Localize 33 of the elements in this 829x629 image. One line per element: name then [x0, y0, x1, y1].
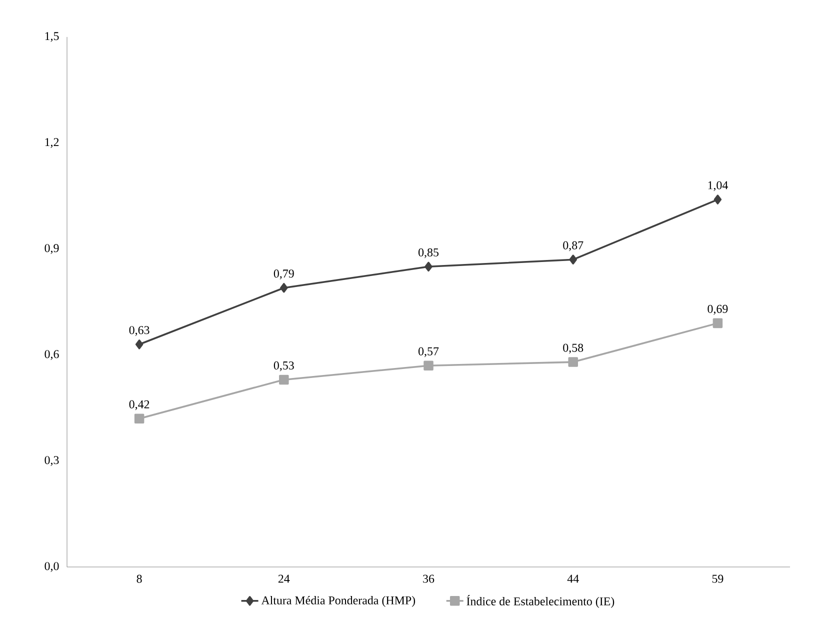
data-label: 0,85 — [418, 248, 439, 258]
y-tick-label: 0,6 — [44, 350, 59, 360]
point — [134, 414, 144, 424]
x-tick-label: 59 — [712, 574, 724, 583]
y-tick-label: 1,2 — [45, 138, 59, 148]
point — [280, 282, 288, 293]
point — [568, 357, 578, 367]
y-tick-label: 1,5 — [45, 32, 59, 42]
x-tick-label: 36 — [423, 574, 434, 583]
y-tick-label: 0,0 — [44, 562, 59, 572]
point — [424, 262, 432, 272]
x-tick-label: 44 — [567, 574, 579, 583]
point — [712, 318, 723, 328]
point — [135, 340, 144, 350]
x-tick-label: 24 — [278, 574, 290, 583]
point — [569, 254, 577, 264]
y-tick-label: 0,3 — [44, 456, 59, 466]
data-label: 0,57 — [418, 347, 439, 358]
point — [279, 374, 289, 385]
data-label: 1,04 — [708, 181, 728, 192]
data-label: 0,79 — [274, 270, 294, 280]
point — [424, 360, 434, 370]
data-label: 0,63 — [129, 326, 150, 336]
y-tick-label: 0,9 — [44, 244, 59, 254]
data-label: 0,58 — [563, 344, 584, 354]
point — [714, 194, 722, 204]
data-label: 0,53 — [274, 361, 294, 372]
data-label: 0,42 — [129, 400, 150, 410]
legend-label: Altura Média Ponderada (HMP) — [261, 596, 416, 607]
x-tick-label: 8 — [136, 574, 142, 583]
legend-label: Índice de Estabelecimento (IE) — [466, 595, 614, 608]
data-label: 0,69 — [708, 304, 728, 315]
data-label: 0,87 — [563, 241, 584, 252]
